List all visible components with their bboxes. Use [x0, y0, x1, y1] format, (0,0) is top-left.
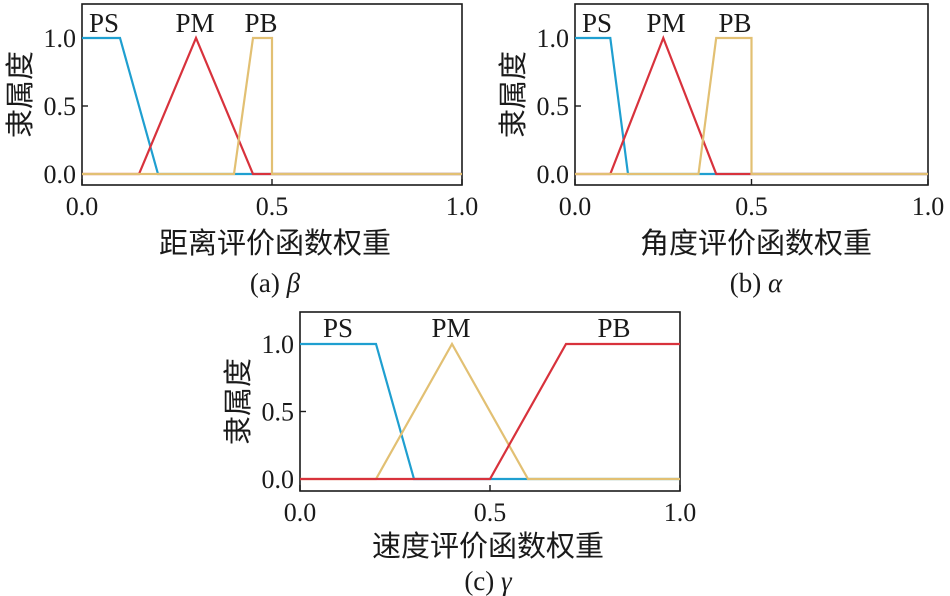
series-label-pb: PB — [597, 313, 630, 343]
series-label-pm: PM — [175, 8, 214, 38]
y-tick-label: 0.0 — [44, 160, 77, 189]
series-label-ps: PS — [582, 8, 612, 38]
x-tick-label: 0.0 — [284, 498, 317, 527]
caption-symbol: β — [286, 268, 301, 298]
series-label-pm: PM — [646, 8, 685, 38]
x-tick-label: 1.0 — [446, 192, 479, 221]
y-axis-label: 隶属度 — [496, 51, 530, 138]
series-label-ps: PS — [89, 8, 119, 38]
series-line-pb — [82, 36, 462, 176]
y-axis-label: 隶属度 — [3, 51, 37, 138]
caption-symbol: α — [768, 268, 783, 298]
y-tick-label: 1.0 — [537, 24, 570, 53]
caption-symbol: γ — [501, 566, 513, 596]
x-tick-label: 0.0 — [559, 192, 592, 221]
series-line-pb — [300, 342, 680, 481]
x-axis-label: 距离评价函数权重 — [159, 226, 391, 260]
x-tick-label: 0.0 — [66, 192, 99, 221]
y-tick-label: 1.0 — [44, 24, 77, 53]
series-label-ps: PS — [323, 313, 353, 343]
caption-prefix: (a) — [250, 268, 287, 298]
x-axis-label: 角度评价函数权重 — [640, 226, 872, 260]
series-label-pb: PB — [244, 8, 277, 38]
panel-caption: (b) α — [730, 268, 783, 298]
y-tick-label: 0.0 — [537, 160, 570, 189]
caption-prefix: (b) — [730, 268, 768, 298]
y-axis-label: 隶属度 — [221, 358, 255, 445]
y-tick-label: 1.0 — [262, 330, 295, 359]
x-tick-label: 0.5 — [256, 192, 289, 221]
series-label-pm: PM — [431, 313, 470, 343]
x-tick-label: 1.0 — [664, 498, 697, 527]
caption-prefix: (c) — [464, 566, 501, 596]
y-tick-label: 0.5 — [537, 92, 570, 121]
panel-caption: (a) β — [250, 268, 301, 298]
x-tick-label: 0.5 — [735, 192, 768, 221]
y-tick-label: 0.5 — [262, 398, 295, 427]
series-label-pb: PB — [718, 8, 751, 38]
x-tick-label: 0.5 — [474, 498, 507, 527]
series-line-pb — [575, 36, 928, 176]
y-tick-label: 0.0 — [262, 465, 295, 494]
panel-caption: (c) γ — [464, 566, 513, 596]
x-tick-label: 1.0 — [912, 192, 945, 221]
x-axis-label: 速度评价函数权重 — [372, 529, 604, 563]
y-tick-label: 0.5 — [44, 92, 77, 121]
series-line-pm — [300, 341, 680, 481]
